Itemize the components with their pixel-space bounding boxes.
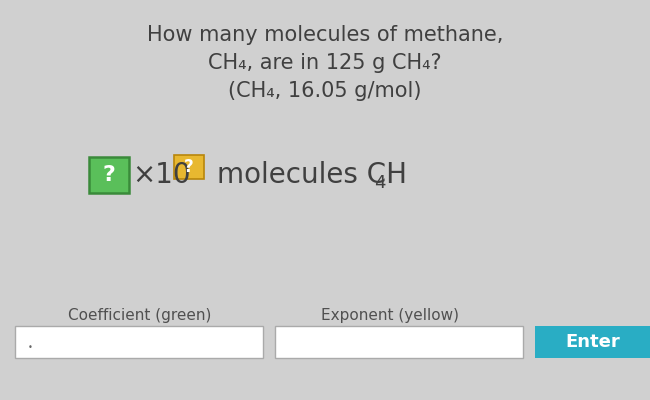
FancyBboxPatch shape [15, 326, 263, 358]
FancyBboxPatch shape [89, 157, 129, 193]
Text: CH₄, are in 125 g CH₄?: CH₄, are in 125 g CH₄? [208, 53, 442, 73]
Text: Enter: Enter [565, 333, 620, 351]
Text: Exponent (yellow): Exponent (yellow) [321, 308, 459, 323]
Text: How many molecules of methane,: How many molecules of methane, [147, 25, 503, 45]
Text: molecules CH: molecules CH [217, 161, 407, 189]
FancyBboxPatch shape [174, 155, 204, 179]
FancyBboxPatch shape [535, 326, 650, 358]
Text: ×10: ×10 [132, 161, 190, 189]
Text: ?: ? [184, 158, 194, 176]
FancyBboxPatch shape [275, 326, 523, 358]
Text: 4: 4 [374, 174, 385, 192]
Text: Coefficient (green): Coefficient (green) [68, 308, 212, 323]
Text: ?: ? [103, 165, 116, 185]
Text: •: • [28, 342, 33, 352]
Text: (CH₄, 16.05 g/mol): (CH₄, 16.05 g/mol) [228, 81, 422, 101]
